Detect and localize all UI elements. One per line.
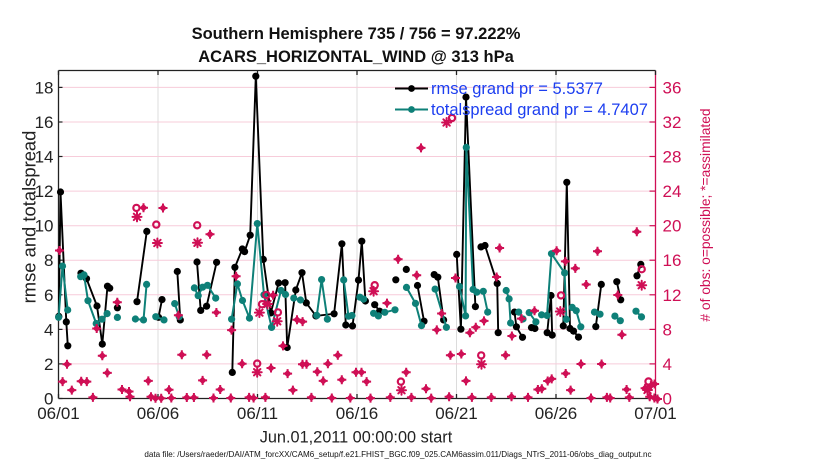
svg-text:28: 28 xyxy=(663,148,682,167)
svg-text:rmse and totalspread: rmse and totalspread xyxy=(19,131,40,304)
svg-text:24: 24 xyxy=(663,182,682,201)
svg-text:rmse grand pr = 5.5377: rmse grand pr = 5.5377 xyxy=(431,80,603,98)
svg-text:36: 36 xyxy=(663,78,682,97)
svg-text:06/16: 06/16 xyxy=(336,404,379,423)
svg-text:data file: /Users/raeder/DAI/A: data file: /Users/raeder/DAI/ATM_forcXX/… xyxy=(144,450,651,459)
svg-text:Jun.01,2011 00:00:00 start: Jun.01,2011 00:00:00 start xyxy=(260,429,453,447)
svg-text:0: 0 xyxy=(44,390,53,409)
svg-text:ACARS_HORIZONTAL_WIND @ 313 hP: ACARS_HORIZONTAL_WIND @ 313 hPa xyxy=(198,48,514,66)
svg-text:18: 18 xyxy=(35,78,54,97)
svg-text:14: 14 xyxy=(35,148,54,167)
svg-text:16: 16 xyxy=(663,251,682,270)
svg-text:Southern Hemisphere 735 / 756: Southern Hemisphere 735 / 756 = 97.222% xyxy=(192,25,521,43)
svg-text:8: 8 xyxy=(44,251,53,270)
svg-text:20: 20 xyxy=(663,217,682,236)
svg-text:# of obs: o=possible; *=assimi: # of obs: o=possible; *=assimilated xyxy=(698,108,713,321)
svg-text:06/01: 06/01 xyxy=(37,404,80,423)
svg-text:12: 12 xyxy=(35,182,54,201)
svg-text:06/26: 06/26 xyxy=(535,404,578,423)
svg-text:0: 0 xyxy=(663,390,672,409)
svg-text:32: 32 xyxy=(663,113,682,132)
svg-text:12: 12 xyxy=(663,286,682,305)
svg-text:06/21: 06/21 xyxy=(435,404,478,423)
svg-text:2: 2 xyxy=(44,355,53,374)
svg-text:6: 6 xyxy=(44,286,53,305)
svg-text:4: 4 xyxy=(44,320,53,339)
svg-text:4: 4 xyxy=(663,355,672,374)
svg-text:06/06: 06/06 xyxy=(137,404,180,423)
svg-text:07/01: 07/01 xyxy=(634,404,677,423)
svg-text:totalspread grand pr = 4.7407: totalspread grand pr = 4.7407 xyxy=(431,101,648,119)
svg-text:10: 10 xyxy=(35,217,54,236)
svg-text:06/11: 06/11 xyxy=(237,404,278,423)
svg-text:16: 16 xyxy=(35,113,54,132)
svg-text:8: 8 xyxy=(663,320,672,339)
